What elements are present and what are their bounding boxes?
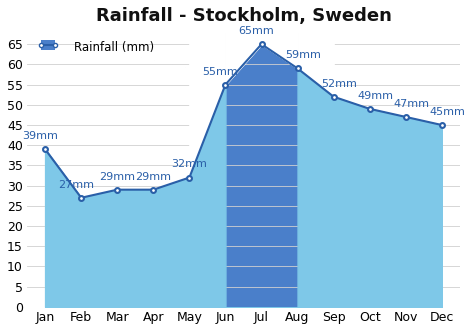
Title: Rainfall - Stockholm, Sweden: Rainfall - Stockholm, Sweden xyxy=(96,7,392,25)
Text: 59mm: 59mm xyxy=(285,50,321,60)
Text: 27mm: 27mm xyxy=(58,180,94,190)
Bar xyxy=(208,32,316,307)
Text: 39mm: 39mm xyxy=(22,131,58,141)
Text: 45mm: 45mm xyxy=(429,107,465,117)
Text: 52mm: 52mm xyxy=(321,79,357,89)
Text: 32mm: 32mm xyxy=(172,160,207,169)
Text: 47mm: 47mm xyxy=(393,99,429,109)
Legend: Rainfall (mm): Rainfall (mm) xyxy=(37,38,157,58)
Text: 49mm: 49mm xyxy=(357,91,393,101)
Text: 29mm: 29mm xyxy=(135,171,171,182)
Text: 55mm: 55mm xyxy=(202,67,238,76)
Text: 65mm: 65mm xyxy=(238,26,274,36)
Text: 29mm: 29mm xyxy=(99,171,135,182)
